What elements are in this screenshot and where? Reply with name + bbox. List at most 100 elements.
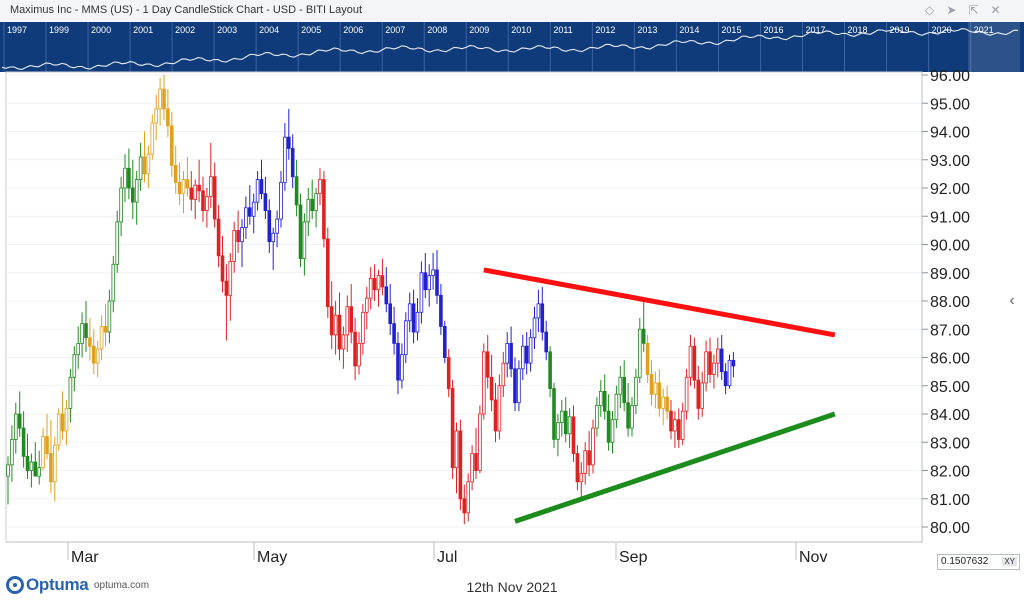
candle-body xyxy=(294,176,299,206)
candle-body xyxy=(130,187,135,203)
candle xyxy=(150,114,155,160)
candle xyxy=(684,368,689,420)
candle xyxy=(127,148,131,200)
candle-body xyxy=(435,269,439,296)
candle xyxy=(489,354,494,412)
candle-body xyxy=(111,263,116,302)
y-tick-label: 92.00 xyxy=(930,181,970,198)
candle-body xyxy=(181,179,186,195)
candle xyxy=(575,445,580,491)
candle-body xyxy=(166,108,170,127)
candle xyxy=(653,371,658,409)
candle-body xyxy=(368,277,373,299)
overview-strip[interactable]: 1997 1999 2000 2001 2002 2003 2004 2005 2006 2007… xyxy=(0,22,1024,72)
diamond-icon[interactable]: ◇ xyxy=(924,3,935,17)
candle-body xyxy=(212,176,217,220)
candle-body xyxy=(684,376,689,412)
candle-body xyxy=(92,345,96,364)
y-tick-label: 96.00 xyxy=(930,68,970,85)
candle xyxy=(536,289,541,333)
candle xyxy=(310,179,314,220)
candle xyxy=(364,286,369,330)
resistance-trendline[interactable] xyxy=(483,267,836,338)
candle-body xyxy=(127,167,131,189)
candle xyxy=(669,399,673,440)
candle xyxy=(423,252,428,299)
candle-body xyxy=(528,337,533,364)
candle-body xyxy=(306,198,311,223)
candle-body xyxy=(653,382,658,395)
candle-body xyxy=(587,450,591,466)
candle-body xyxy=(536,303,541,319)
candle-body xyxy=(630,405,634,429)
candle-body xyxy=(201,190,205,211)
y-tick-label: 89.00 xyxy=(930,266,970,283)
candle-body xyxy=(29,461,34,471)
candle xyxy=(415,298,420,341)
candle-body xyxy=(220,255,225,282)
candle-body xyxy=(712,362,716,375)
candle-body xyxy=(138,156,143,180)
close-icon[interactable]: ✕ xyxy=(990,3,1001,17)
x-tick-label: Jul xyxy=(437,549,457,566)
candle-body xyxy=(185,179,190,189)
candle xyxy=(95,340,100,378)
overview-year-label: 2009 xyxy=(469,25,489,35)
candle-body xyxy=(193,184,198,200)
candle-body xyxy=(88,337,92,347)
candle-body xyxy=(56,413,61,446)
candle-body xyxy=(513,368,517,404)
support-trendline[interactable] xyxy=(514,411,836,524)
candle xyxy=(244,196,248,239)
candle xyxy=(688,334,693,386)
candle-body xyxy=(232,229,237,262)
candle-body xyxy=(333,314,338,336)
candle-body xyxy=(618,376,623,395)
candle-body xyxy=(505,342,509,364)
overview-year-label: 2018 xyxy=(848,25,868,35)
candle xyxy=(119,176,123,237)
candle-body xyxy=(244,207,248,228)
candle-body xyxy=(33,461,38,477)
candle xyxy=(622,360,626,412)
candle xyxy=(107,289,112,344)
candle xyxy=(528,329,533,372)
candle xyxy=(169,111,174,177)
candle xyxy=(181,171,186,214)
candle-body xyxy=(419,272,424,313)
pin-icon[interactable]: ➤ xyxy=(946,3,957,17)
candle-body xyxy=(470,453,474,483)
candle-body xyxy=(645,342,650,375)
expand-icon[interactable]: ⇱ xyxy=(968,3,979,17)
candle xyxy=(205,188,209,228)
candle xyxy=(298,193,303,268)
candle xyxy=(197,159,201,203)
candle xyxy=(610,411,615,454)
trendlines-group[interactable] xyxy=(483,267,836,524)
candle-body xyxy=(704,351,708,384)
candle xyxy=(544,320,548,361)
candle xyxy=(84,301,88,352)
candle-body xyxy=(458,430,463,500)
candle-body xyxy=(680,410,685,440)
candle xyxy=(517,360,521,412)
candle-body xyxy=(462,498,467,514)
candle xyxy=(501,351,506,398)
xy-readout[interactable]: 0.1507632 XY xyxy=(937,554,1020,570)
candle xyxy=(41,428,45,471)
candle xyxy=(462,484,467,525)
overview-year-label: 2013 xyxy=(637,25,657,35)
candle xyxy=(700,371,704,417)
candle-body xyxy=(17,413,22,429)
candle-body xyxy=(524,345,529,364)
candle xyxy=(49,419,53,494)
candle-body xyxy=(197,184,201,192)
candle-body xyxy=(25,455,30,471)
candle-body xyxy=(99,326,104,350)
candle xyxy=(571,405,576,463)
candle xyxy=(345,295,350,352)
candle xyxy=(337,292,342,361)
scroll-right-icon[interactable]: ‹ xyxy=(1009,292,1015,309)
candle-body xyxy=(349,306,353,333)
